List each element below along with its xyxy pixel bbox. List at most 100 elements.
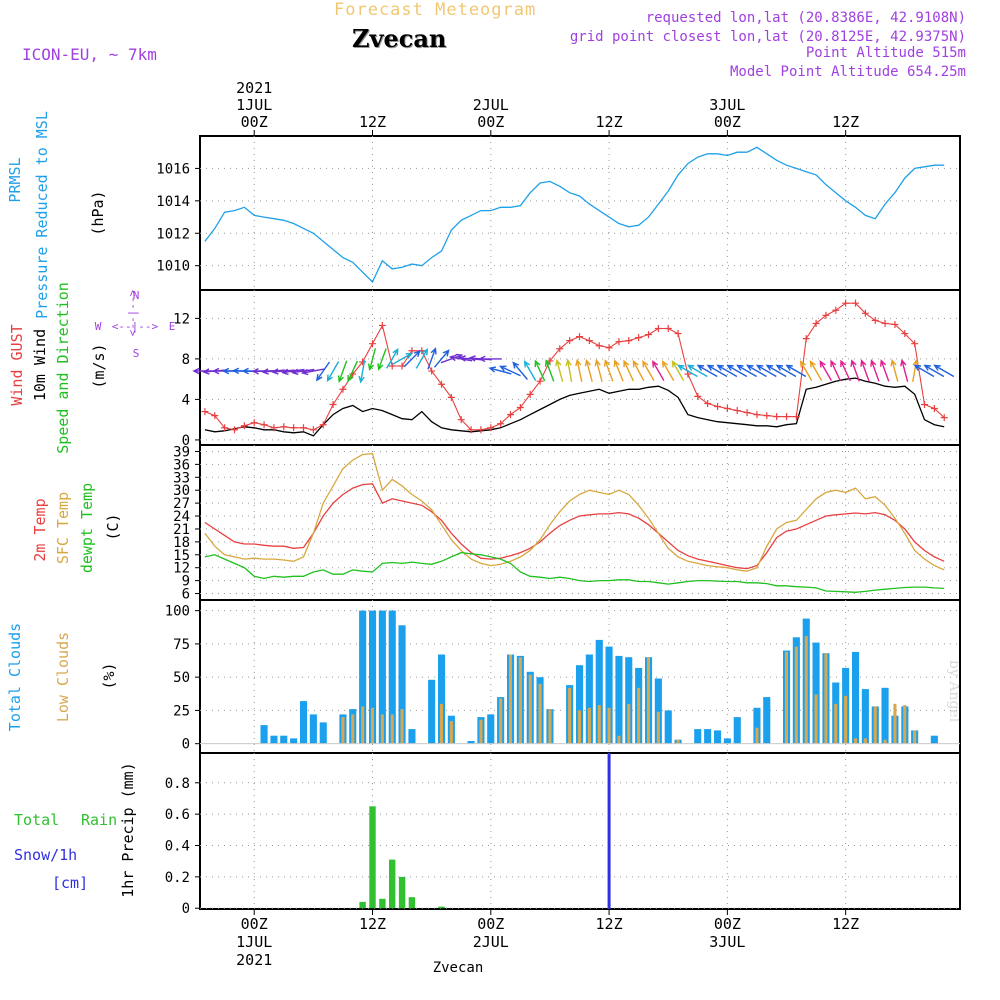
total-cloud-bar: [290, 738, 298, 744]
wind-direction-arrow: [555, 358, 564, 382]
low-cloud-bar: [568, 687, 572, 744]
clouds-unit-label: (%): [100, 662, 118, 689]
total-cloud-bar: [398, 625, 406, 744]
clouds-tick-label: 75: [173, 637, 190, 653]
low-cloud-bar: [607, 707, 611, 744]
gust-marker: [536, 377, 544, 385]
low-cloud-bar: [587, 707, 591, 744]
model-altitude: Model Point Altitude 654.25m: [729, 64, 966, 80]
total-cloud-bar: [881, 687, 889, 744]
wind-direction-arrow: [686, 364, 708, 378]
pressure-tick-label: 1014: [156, 194, 190, 210]
bottom-hour-label: 00Z: [477, 915, 504, 933]
gust-marker: [881, 319, 889, 327]
total-cloud-bar: [733, 717, 741, 744]
rain-bar: [398, 876, 406, 909]
low-cloud-bar: [577, 710, 581, 744]
wind-direction-arrow: [594, 358, 603, 382]
temp-tick-label: 12: [173, 561, 190, 577]
total-cloud-bar: [309, 714, 317, 744]
total-cloud-bar: [723, 738, 731, 744]
low-cloud-bar: [834, 703, 838, 744]
wind-direction-arrow: [347, 360, 359, 383]
pressure-unit-label: (hPa): [89, 190, 107, 235]
bottom-hour-label: 12Z: [359, 915, 386, 933]
direction-label: Speed and Direction: [54, 282, 72, 454]
wind-direction-arrow: [933, 364, 955, 378]
gust-marker: [595, 342, 603, 350]
sfc-temp-label: SFC Temp: [54, 492, 72, 564]
low-cloud-bar: [755, 727, 759, 744]
temp-series-line-0: [204, 483, 945, 570]
temp-series-line-2: [204, 551, 945, 593]
wind-direction-arrow: [392, 352, 413, 366]
gust-marker: [507, 411, 515, 419]
precip-snow-unit-label: [cm]: [52, 874, 88, 892]
gust-marker: [201, 408, 209, 416]
gust-marker: [378, 321, 386, 329]
wind-direction-arrow: [850, 359, 860, 382]
bottom-hour-label: 00Z: [714, 915, 741, 933]
gust-marker: [211, 412, 219, 420]
gust-marker: [832, 306, 840, 314]
gust-marker: [290, 424, 298, 432]
total-cloud-bar: [487, 714, 495, 744]
gridpoint-coords: grid point closest lon,lat (20.8125E, 42…: [569, 29, 966, 45]
precip-tick-label: 0.8: [165, 776, 190, 792]
gust-marker: [457, 416, 465, 424]
wind-direction-arrow: [799, 360, 813, 381]
clouds-tick-label: 100: [165, 604, 190, 620]
wind-direction-arrow: [326, 361, 340, 383]
precip-rain-label: Rain: [81, 811, 117, 829]
gust-marker: [911, 340, 919, 348]
wind-direction-arrow: [427, 347, 437, 370]
total-cloud-bar: [359, 610, 367, 744]
gust-marker: [654, 324, 662, 332]
rain-bar: [379, 898, 386, 909]
low-cloud-bar: [538, 683, 542, 744]
wind-direction-arrow: [604, 359, 614, 382]
low-cloud-bar: [844, 695, 848, 744]
bottom-hour-label: 12Z: [832, 915, 859, 933]
gust-marker: [250, 419, 258, 427]
wind-direction-arrow: [386, 348, 399, 369]
wind-direction-arrow: [433, 349, 450, 368]
total-cloud-bar: [585, 654, 593, 744]
gust-marker: [901, 330, 909, 338]
wind-direction-arrow: [890, 358, 899, 382]
low-cloud-bar: [903, 705, 907, 744]
gust-marker: [566, 337, 574, 345]
total-cloud-bar: [576, 665, 584, 744]
temp-tick-label: 27: [173, 496, 190, 512]
temp-tick-label: 21: [173, 522, 190, 538]
wind-direction-arrow: [765, 364, 787, 378]
wind-tick-label: 4: [182, 392, 190, 408]
gust-marker: [576, 333, 584, 341]
low-cloud-bar: [370, 707, 374, 744]
wind-direction-arrow: [913, 364, 935, 378]
gust-label: Wind GUST: [8, 324, 26, 405]
gust-marker: [467, 426, 475, 434]
panel-frame-1: [199, 289, 961, 446]
wind-direction-arrow: [736, 364, 757, 378]
compass-horizontal: <--|-->: [112, 320, 159, 333]
gust-marker: [516, 404, 524, 412]
low-cloud-bar: [913, 730, 917, 744]
total-cloud-bar: [605, 646, 613, 744]
bottom-hour-label: 00Z: [241, 915, 268, 933]
gust-marker: [447, 393, 455, 401]
wind-direction-arrow: [785, 364, 807, 378]
gust-marker: [280, 423, 288, 431]
gust-marker: [635, 334, 643, 342]
wind-gust-line: [204, 302, 945, 431]
wind-label: 10m Wind: [31, 329, 49, 401]
rain-bar: [369, 806, 376, 909]
low-cloud-bar: [479, 719, 483, 744]
gust-marker: [585, 337, 593, 345]
wind-direction-arrow: [912, 358, 919, 383]
gust-marker: [497, 420, 505, 428]
top-hour-label: 12Z: [832, 113, 859, 131]
total-cloud-bar: [930, 735, 938, 744]
total-cloud-bar: [615, 655, 623, 744]
gust-marker: [714, 403, 722, 411]
